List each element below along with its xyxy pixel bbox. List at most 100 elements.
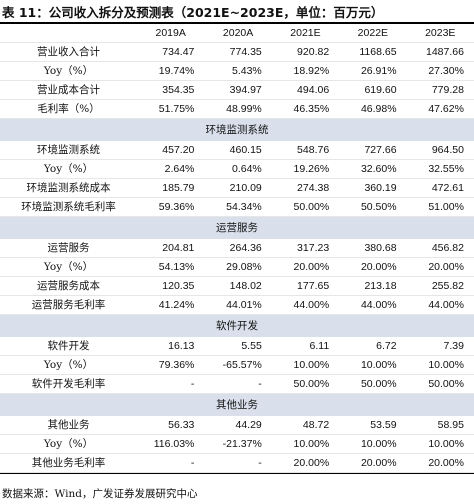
- value-cell: 44.00%: [360, 298, 397, 311]
- value-cell: 50.00%: [293, 200, 330, 213]
- value-cell: 0.64%: [232, 162, 262, 175]
- value-cell: 46.35%: [293, 102, 330, 115]
- value-cell: 7.39: [443, 339, 464, 352]
- value-cell: 264.36: [229, 241, 262, 254]
- value-cell: 5.43%: [232, 64, 262, 77]
- value-cell: 47.62%: [428, 102, 464, 115]
- value-cell: 20.00%: [293, 260, 330, 273]
- value-cell: 548.76: [297, 143, 330, 156]
- value-cell: 54.13%: [158, 260, 195, 273]
- value-cell: 27.30%: [428, 64, 464, 77]
- table-row: Yoy（%） 79.36% -65.57% 10.00% 10.00% 10.00%: [0, 356, 474, 375]
- value-cell: 204.81: [162, 241, 195, 254]
- section-header: 软件开发: [0, 314, 474, 337]
- column-header: 2020A: [222, 26, 254, 39]
- value-cell: 10.00%: [428, 358, 464, 371]
- table-row: 环境监测系统 457.20 460.15 548.76 727.66 964.50: [0, 141, 474, 160]
- value-cell: 44.00%: [293, 298, 330, 311]
- row-label: 营业收入合计: [37, 46, 100, 58]
- value-cell: 2.64%: [164, 162, 195, 175]
- row-label: Yoy（%）: [43, 261, 94, 273]
- table-row: 环境监测系统毛利率 59.36% 54.34% 50.00% 50.50% 51.00%: [0, 198, 474, 217]
- row-label: Yoy（%）: [43, 65, 94, 77]
- value-cell: 58.95: [437, 418, 464, 431]
- value-cell: 920.82: [297, 45, 330, 58]
- value-cell: 20.00%: [428, 456, 464, 469]
- value-cell: 20.00%: [293, 456, 330, 469]
- row-label: 其他业务: [47, 419, 90, 431]
- table-row: Yoy（%） 54.13% 29.08% 20.00% 20.00% 20.00%: [0, 258, 474, 277]
- value-cell: 360.19: [364, 181, 397, 194]
- value-cell: 10.00%: [293, 358, 330, 371]
- value-cell: 210.09: [229, 181, 262, 194]
- column-header: 2022E: [357, 26, 389, 39]
- value-cell: 116.03%: [153, 437, 195, 450]
- value-cell: 394.97: [229, 83, 262, 96]
- value-cell: 964.50: [431, 143, 464, 156]
- value-cell: 177.65: [297, 279, 330, 292]
- value-cell: 6.72: [376, 339, 397, 352]
- value-cell: 185.79: [162, 181, 195, 194]
- value-cell: 456.82: [431, 241, 464, 254]
- table-row: 其他业务毛利率 - - 20.00% 20.00% 20.00%: [0, 454, 474, 473]
- value-cell: -21.37%: [222, 437, 262, 450]
- data-source-note: 数据来源：Wind，广发证券发展研究中心: [2, 488, 198, 500]
- value-cell: 50.50%: [360, 200, 397, 213]
- row-label: 环境监测系统: [37, 144, 100, 156]
- section-header: 环境监测系统: [0, 118, 474, 141]
- table-row: 营业成本合计 354.35 394.97 494.06 619.60 779.28: [0, 81, 474, 100]
- value-cell: 44.01%: [226, 298, 262, 311]
- value-cell: 10.00%: [360, 358, 397, 371]
- row-label: Yoy（%）: [43, 163, 94, 175]
- value-cell: 457.20: [162, 143, 195, 156]
- value-cell: 53.59: [370, 418, 397, 431]
- column-header: 2021E: [290, 26, 321, 39]
- value-cell: 10.00%: [360, 437, 397, 450]
- value-cell: 380.68: [364, 241, 397, 254]
- table-row: 运营服务成本 120.35 148.02 177.65 213.18 255.82: [0, 277, 474, 296]
- section-header: 其他业务: [0, 393, 474, 416]
- value-cell: 56.33: [168, 418, 195, 431]
- value-cell: 48.99%: [226, 102, 262, 115]
- value-cell: 1487.66: [425, 45, 464, 58]
- value-cell: 619.60: [364, 83, 397, 96]
- value-cell: -: [258, 456, 262, 469]
- value-cell: 734.47: [162, 45, 195, 58]
- value-cell: 32.60%: [360, 162, 397, 175]
- value-cell: 317.23: [297, 241, 330, 254]
- table-row: Yoy（%） 19.74% 5.43% 18.92% 26.91% 27.30%: [0, 62, 474, 81]
- table-body: 营业收入合计 734.47 774.35 920.82 1168.65 1487.66 Yo…: [0, 43, 474, 473]
- row-label: 运营服务毛利率: [31, 299, 106, 311]
- value-cell: 18.92%: [293, 64, 330, 77]
- value-cell: 19.74%: [158, 64, 195, 77]
- value-cell: 779.28: [431, 83, 464, 96]
- value-cell: 29.08%: [226, 260, 262, 273]
- value-cell: 59.36%: [158, 200, 195, 213]
- row-label: 营业成本合计: [37, 84, 100, 96]
- section-header: 运营服务: [0, 216, 474, 239]
- table-row: 营业收入合计 734.47 774.35 920.82 1168.65 1487.66: [0, 43, 474, 62]
- value-cell: 50.00%: [428, 377, 464, 390]
- table-row: 运营服务毛利率 41.24% 44.01% 44.00% 44.00% 44.00%: [0, 296, 474, 315]
- value-cell: 213.18: [364, 279, 397, 292]
- value-cell: -: [190, 456, 195, 469]
- table-row: 其他业务 56.33 44.29 48.72 53.59 58.95: [0, 416, 474, 435]
- value-cell: 20.00%: [360, 456, 397, 469]
- value-cell: 50.00%: [293, 377, 330, 390]
- row-label: 软件开发: [47, 340, 90, 352]
- row-label: 软件开发毛利率: [31, 378, 106, 390]
- value-cell: 494.06: [297, 83, 330, 96]
- value-cell: 44.29: [235, 418, 262, 431]
- value-cell: 774.35: [229, 45, 262, 58]
- table-title: 表 11：公司收入拆分及预测表（2021E~2023E，单位：百万元）: [2, 5, 384, 20]
- value-cell: 20.00%: [360, 260, 397, 273]
- value-cell: 5.55: [241, 339, 262, 352]
- value-cell: 54.34%: [226, 200, 262, 213]
- value-cell: 10.00%: [293, 437, 330, 450]
- row-label: 其他业务毛利率: [31, 457, 106, 469]
- value-cell: 16.13: [168, 339, 195, 352]
- row-label: 运营服务成本: [37, 280, 100, 292]
- row-label: Yoy（%）: [43, 359, 94, 371]
- value-cell: 51.00%: [428, 200, 464, 213]
- row-label: 毛利率（%）: [37, 103, 100, 115]
